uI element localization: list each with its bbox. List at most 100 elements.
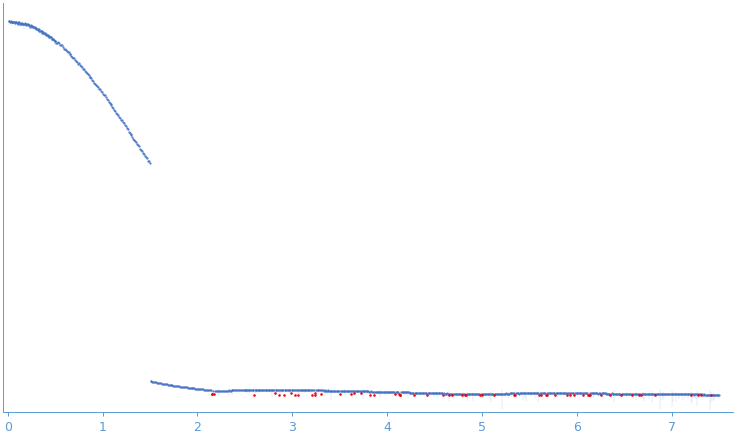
Point bbox=[115, 116, 127, 123]
Point bbox=[308, 387, 319, 394]
Point bbox=[184, 385, 196, 392]
Point bbox=[496, 390, 508, 397]
Point bbox=[374, 388, 386, 395]
Point bbox=[646, 391, 658, 398]
Point bbox=[375, 388, 387, 395]
Point bbox=[525, 390, 537, 397]
Point bbox=[433, 390, 445, 397]
Point bbox=[566, 390, 578, 397]
Point bbox=[201, 386, 213, 393]
Point bbox=[509, 392, 520, 399]
Point bbox=[384, 388, 396, 395]
Point bbox=[595, 392, 607, 399]
Point bbox=[578, 391, 590, 398]
Point bbox=[264, 387, 276, 394]
Point bbox=[153, 379, 165, 386]
Point bbox=[267, 387, 279, 394]
Point bbox=[265, 386, 277, 393]
Point bbox=[605, 390, 617, 397]
Point bbox=[704, 391, 715, 398]
Point bbox=[312, 387, 324, 394]
Point bbox=[143, 158, 155, 165]
Point bbox=[198, 386, 210, 393]
Point bbox=[504, 390, 516, 397]
Point bbox=[478, 390, 489, 397]
Point bbox=[13, 20, 25, 27]
Point bbox=[587, 390, 598, 397]
Point bbox=[361, 388, 372, 395]
Point bbox=[171, 383, 183, 390]
Point bbox=[448, 390, 460, 397]
Point bbox=[396, 389, 408, 396]
Point bbox=[513, 390, 525, 397]
Point bbox=[248, 391, 260, 398]
Point bbox=[452, 390, 464, 397]
Point bbox=[598, 390, 610, 397]
Point bbox=[657, 390, 668, 397]
Point bbox=[458, 390, 470, 397]
Point bbox=[417, 389, 429, 396]
Point bbox=[670, 391, 682, 398]
Point bbox=[479, 390, 491, 397]
Point bbox=[547, 390, 559, 397]
Point bbox=[383, 388, 395, 395]
Point bbox=[523, 390, 534, 397]
Point bbox=[297, 387, 309, 394]
Point bbox=[632, 390, 644, 397]
Point bbox=[144, 160, 155, 167]
Point bbox=[598, 390, 609, 397]
Point bbox=[299, 387, 311, 394]
Point bbox=[159, 381, 171, 388]
Point bbox=[550, 390, 562, 397]
Point bbox=[33, 27, 45, 34]
Point bbox=[19, 21, 31, 28]
Point bbox=[553, 390, 565, 397]
Point bbox=[556, 390, 568, 397]
Point bbox=[172, 383, 184, 390]
Point bbox=[91, 82, 103, 89]
Point bbox=[664, 391, 676, 398]
Point bbox=[36, 28, 48, 35]
Point bbox=[667, 391, 679, 398]
Point bbox=[145, 378, 157, 385]
Point bbox=[333, 387, 344, 394]
Point bbox=[545, 390, 557, 397]
Point bbox=[633, 390, 645, 397]
Point bbox=[707, 391, 719, 398]
Point bbox=[4, 19, 16, 26]
Point bbox=[596, 390, 608, 397]
Point bbox=[461, 391, 473, 398]
Point bbox=[692, 391, 704, 398]
Point bbox=[244, 387, 256, 394]
Point bbox=[619, 390, 631, 397]
Point bbox=[690, 391, 701, 398]
Point bbox=[230, 387, 242, 394]
Point bbox=[663, 391, 675, 398]
Point bbox=[330, 387, 342, 394]
Point bbox=[559, 390, 571, 397]
Point bbox=[92, 84, 104, 91]
Point bbox=[470, 390, 481, 397]
Point bbox=[672, 391, 684, 398]
Point bbox=[45, 34, 57, 41]
Point bbox=[398, 389, 410, 396]
Point bbox=[573, 390, 585, 397]
Point bbox=[437, 392, 449, 399]
Point bbox=[310, 387, 322, 394]
Point bbox=[103, 98, 115, 105]
Point bbox=[104, 99, 116, 106]
Point bbox=[620, 390, 631, 397]
Point bbox=[328, 387, 339, 394]
Point bbox=[637, 390, 648, 397]
Point bbox=[320, 387, 332, 394]
Point bbox=[600, 390, 612, 397]
Point bbox=[205, 391, 217, 398]
Point bbox=[510, 390, 522, 397]
Point bbox=[453, 390, 465, 397]
Point bbox=[694, 391, 706, 398]
Point bbox=[282, 387, 294, 394]
Point bbox=[543, 390, 555, 397]
Point bbox=[196, 386, 208, 393]
Point bbox=[7, 18, 19, 25]
Point bbox=[622, 390, 634, 397]
